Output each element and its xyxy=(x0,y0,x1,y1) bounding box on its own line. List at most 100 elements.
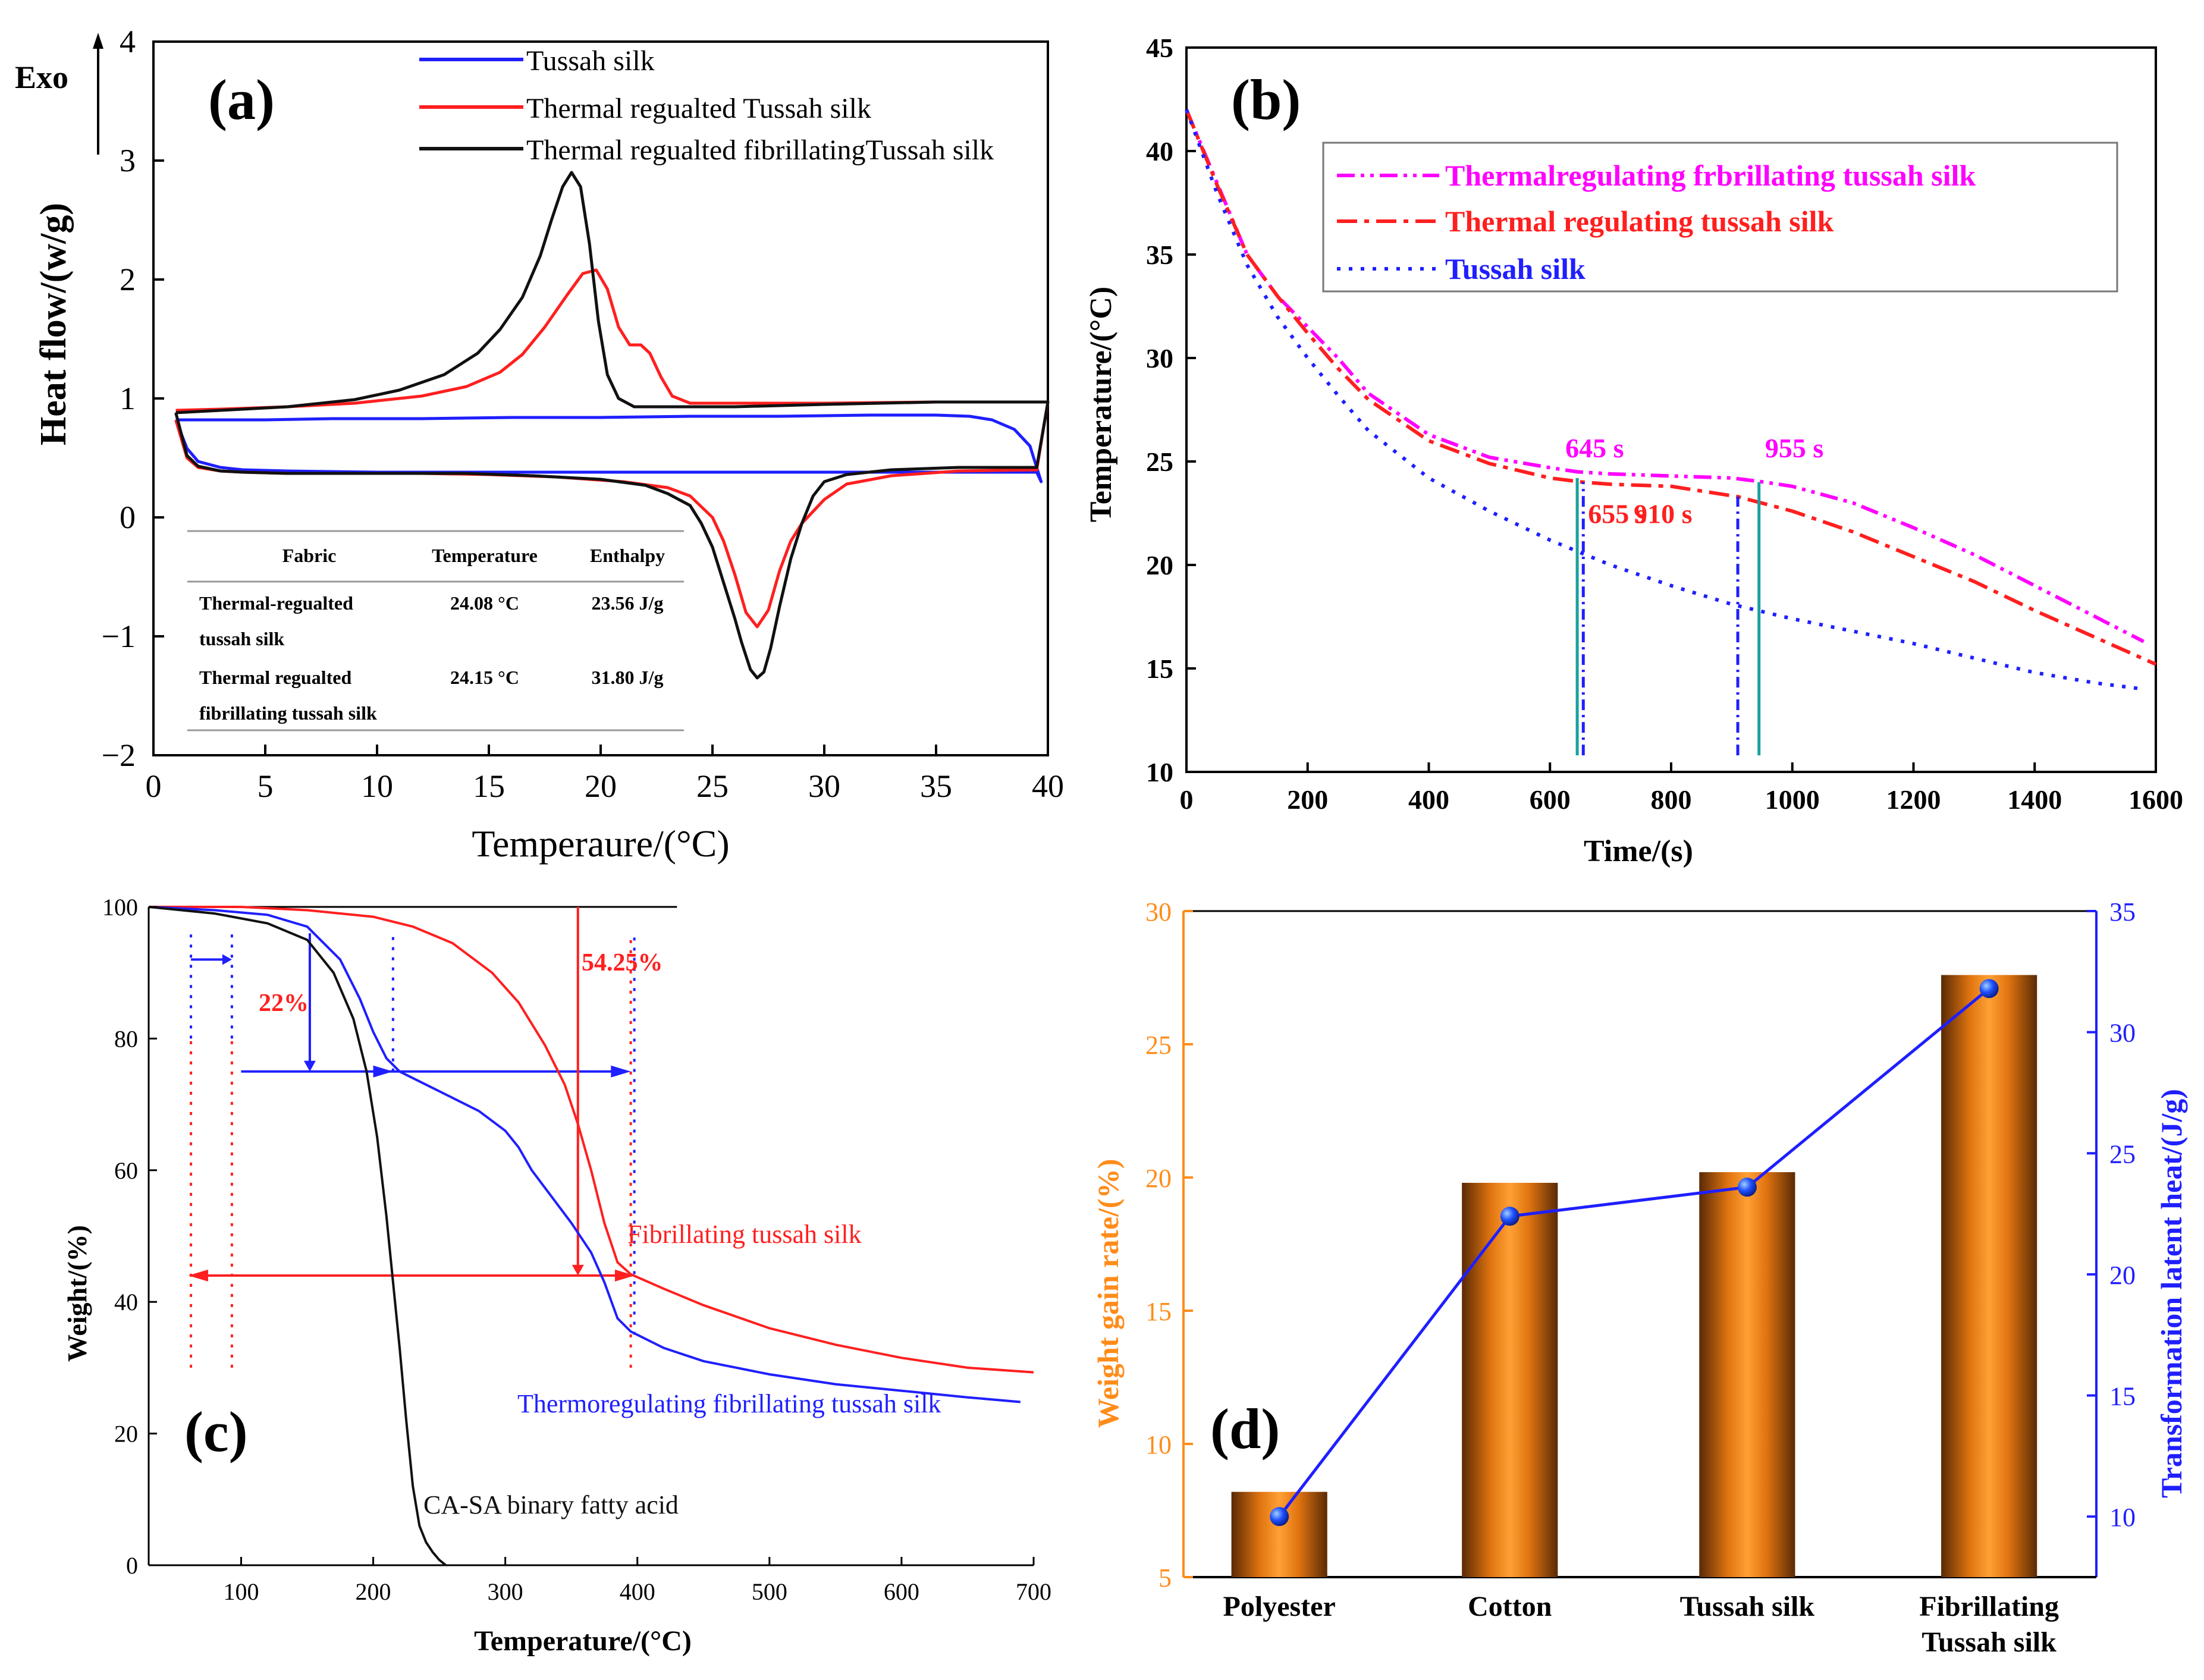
panel-a-xtick-label: 35 xyxy=(920,768,952,804)
panel-a-xtick-label: 30 xyxy=(808,768,840,804)
panel-b-letter: (b) xyxy=(1231,68,1301,131)
panel-d-left-tick-label: 15 xyxy=(1145,1297,1172,1326)
panel-c-series-line xyxy=(148,906,447,1566)
panel-a-xtick-label: 5 xyxy=(258,768,274,804)
panel-d-category-label: Fibrillating xyxy=(1919,1591,2059,1622)
panel-c-xtick-label: 400 xyxy=(620,1578,655,1605)
panel-a-xtick-label: 40 xyxy=(1032,768,1064,804)
panel-c-series-line xyxy=(148,906,1021,1403)
table-row2-enthalpy: 31.80 J/g xyxy=(592,667,664,688)
panel-d-right-tick-label: 25 xyxy=(2109,1139,2136,1169)
panel-b-ytick-label: 15 xyxy=(1146,654,1173,684)
panel-d-category-label: Tussah silk xyxy=(1922,1626,2057,1658)
panel-b-xtick-label: 1000 xyxy=(1765,784,1820,815)
panel-c-small-arrowhead xyxy=(222,954,232,965)
panel-d-bar xyxy=(1699,1172,1795,1577)
legend-box xyxy=(1322,142,2118,293)
panel-d-right-tick-label: 35 xyxy=(2109,897,2136,927)
table-row2-fabric-line1: Thermal regualted xyxy=(199,667,351,688)
panel-a-heat-flow-chart: 0 5 10 15 20 25 30 35 40 −2 −1 0 1 2 3 4 Exo (a) Heat f… xyxy=(15,24,1064,865)
panel-b-time-annotation: 655 s xyxy=(1588,499,1646,529)
panel-d-left-tick-label: 30 xyxy=(1145,897,1172,927)
panel-d-latent-heat-point xyxy=(1500,1207,1519,1226)
panel-c-xtick-label: 500 xyxy=(752,1578,787,1605)
panel-a-legend: Tussah silk Thermal regualted Tussah sil… xyxy=(419,45,994,166)
panel-a-series-line xyxy=(174,171,1050,680)
panel-a-xtick-label: 15 xyxy=(473,768,505,804)
panel-d-bar xyxy=(1462,1182,1558,1577)
panel-c-red-arrowhead-right xyxy=(614,1269,635,1282)
panel-d-left-tick-label: 20 xyxy=(1145,1164,1172,1193)
panel-b-xtick-label: 200 xyxy=(1287,784,1328,815)
panel-d-category-label: Tussah silk xyxy=(1680,1591,1815,1622)
table-row2-temperature: 24.15 °C xyxy=(450,667,519,688)
panel-a-ytick-label: 4 xyxy=(120,24,136,59)
panel-d-latent-heat-line xyxy=(1278,987,1990,1518)
legend-label-b-fibrillating: Thermalregulating frbrillating tussah si… xyxy=(1445,159,1976,192)
panel-a-letter: (a) xyxy=(208,68,275,131)
table-header-enthalpy: Enthalpy xyxy=(590,545,665,566)
table-header-temperature: Temperature xyxy=(432,545,538,566)
panel-c-xtick-label: 600 xyxy=(884,1578,919,1605)
label-fibrillating-tussah: Fibrillating tussah silk xyxy=(627,1220,862,1249)
panel-d-bar xyxy=(1231,1491,1327,1577)
panel-c-tga-chart: 100 200 300 400 500 600 700 0 20 40 60 80 100 (c) We… xyxy=(62,894,1051,1657)
panel-a-ytick-label: −2 xyxy=(102,737,136,773)
panel-c-xlabel: Temperature/(°C) xyxy=(474,1625,692,1657)
panel-a-xlabel: Temperaure/(°C) xyxy=(472,822,729,865)
panel-b-time-annotation: 955 s xyxy=(1765,433,1823,463)
panel-b-legend: Thermalregulating frbrillating tussah si… xyxy=(1322,142,2118,293)
legend-label-thermal: Thermal regualted Tussah silk xyxy=(526,93,871,124)
enthalpy-table: Fabric Temperature Enthalpy Thermal-regu… xyxy=(187,530,684,731)
panel-d-category-label: Polyester xyxy=(1223,1591,1336,1622)
panel-c-red-drop-head xyxy=(572,1264,584,1276)
label-thermoregulating-fibrillating: Thermoregulating fibrillating tussah sil… xyxy=(517,1389,941,1418)
panel-d-right-tick-label: 20 xyxy=(2109,1261,2136,1290)
table-row1-enthalpy: 23.56 J/g xyxy=(592,592,664,614)
panel-d-bar xyxy=(1941,975,2037,1577)
panel-d-latent-heat-point xyxy=(1270,1507,1289,1527)
panel-b-ytick-label: 45 xyxy=(1146,33,1173,63)
panel-d-left-tick-label: 10 xyxy=(1145,1430,1172,1459)
panel-b-time-annotation: 910 s xyxy=(1634,499,1692,529)
panel-c-ytick-label: 100 xyxy=(102,894,138,921)
annotation-54-percent: 54.25% xyxy=(582,949,663,976)
panel-c-xtick-label: 700 xyxy=(1016,1578,1051,1605)
annotation-22-percent: 22% xyxy=(259,990,309,1017)
exo-arrowhead xyxy=(93,33,103,49)
panel-b-cooling-curve-chart: 0 200 400 600 800 1000 1200 1400 1600 10 15 20 25 30 3… xyxy=(1084,33,2183,868)
panel-c-xtick-label: 300 xyxy=(488,1578,523,1605)
panel-a-ytick-label: 3 xyxy=(120,143,136,178)
panel-c-xtick-label: 200 xyxy=(356,1578,391,1605)
panel-d-ylabel-right: Transformation latent heat/(J/g) xyxy=(2155,1089,2188,1498)
panel-b-ytick-label: 10 xyxy=(1146,757,1173,787)
legend-label-b-thermal: Thermal regulating tussah silk xyxy=(1445,205,1834,238)
panel-a-ytick-label: 2 xyxy=(120,262,136,297)
panel-a-xtick-label: 20 xyxy=(585,768,617,804)
panel-b-ytick-label: 25 xyxy=(1146,447,1173,477)
panel-b-xtick-label: 1600 xyxy=(2128,784,2183,815)
table-row1-fabric-line1: Thermal-regualted xyxy=(199,592,353,614)
panel-c-ylabel: Weight/(%) xyxy=(62,1225,92,1362)
panel-c-letter: (c) xyxy=(184,1400,248,1464)
panel-b-xtick-label: 1200 xyxy=(1886,784,1941,815)
panel-d-right-tick-label: 10 xyxy=(2109,1503,2136,1532)
panel-c-ytick-label: 80 xyxy=(114,1025,138,1052)
panel-b-xtick-label: 800 xyxy=(1651,784,1692,815)
panel-b-xtick-label: 600 xyxy=(1530,784,1571,815)
label-ca-sa-fatty-acid: CA-SA binary fatty acid xyxy=(423,1490,679,1519)
panel-d-left-tick-label: 5 xyxy=(1158,1563,1172,1593)
panel-d-ylabel-left: Weight gain rate/(%) xyxy=(1091,1159,1125,1428)
panel-b-xtick-label: 0 xyxy=(1180,784,1194,815)
table-row1-fabric-line2: tussah silk xyxy=(199,628,284,649)
panel-b-ytick-label: 40 xyxy=(1146,136,1173,167)
panel-c-ytick-label: 40 xyxy=(114,1289,138,1315)
table-row1-temperature: 24.08 °C xyxy=(450,592,519,614)
legend-label-b-tussah: Tussah silk xyxy=(1445,252,1586,285)
panel-a-ytick-label: 1 xyxy=(120,381,136,416)
panel-b-ylabel: Temperature/(°C) xyxy=(1084,287,1118,522)
legend-label-fibrillating: Thermal regualted fibrillatingTussah sil… xyxy=(526,134,994,166)
panel-a-ytick-label: −1 xyxy=(102,618,136,654)
panel-b-ytick-label: 35 xyxy=(1146,240,1173,270)
